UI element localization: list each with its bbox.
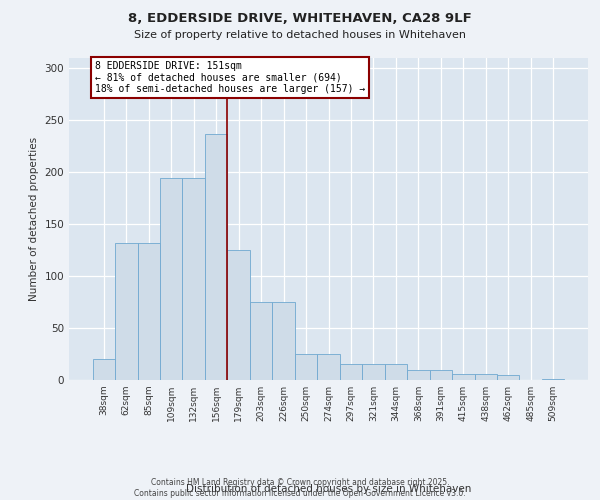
Bar	[497, 375, 520, 380]
Bar	[385, 364, 407, 380]
Bar	[452, 374, 475, 380]
Bar	[430, 370, 452, 380]
Bar	[272, 302, 295, 380]
Bar	[137, 242, 160, 380]
Bar	[182, 178, 205, 380]
Bar	[317, 354, 340, 380]
Text: Size of property relative to detached houses in Whitehaven: Size of property relative to detached ho…	[134, 30, 466, 40]
Text: Contains HM Land Registry data © Crown copyright and database right 2025.
Contai: Contains HM Land Registry data © Crown c…	[134, 478, 466, 498]
Bar	[407, 370, 430, 380]
X-axis label: Distribution of detached houses by size in Whitehaven: Distribution of detached houses by size …	[186, 484, 471, 494]
Bar	[227, 250, 250, 380]
Bar	[115, 242, 137, 380]
Bar	[250, 302, 272, 380]
Bar	[160, 178, 182, 380]
Y-axis label: Number of detached properties: Number of detached properties	[29, 136, 39, 301]
Bar	[340, 364, 362, 380]
Bar	[362, 364, 385, 380]
Bar	[475, 374, 497, 380]
Bar	[205, 134, 227, 380]
Text: 8 EDDERSIDE DRIVE: 151sqm
← 81% of detached houses are smaller (694)
18% of semi: 8 EDDERSIDE DRIVE: 151sqm ← 81% of detac…	[95, 60, 365, 94]
Bar	[295, 354, 317, 380]
Bar	[542, 379, 565, 380]
Bar	[92, 359, 115, 380]
Text: 8, EDDERSIDE DRIVE, WHITEHAVEN, CA28 9LF: 8, EDDERSIDE DRIVE, WHITEHAVEN, CA28 9LF	[128, 12, 472, 26]
